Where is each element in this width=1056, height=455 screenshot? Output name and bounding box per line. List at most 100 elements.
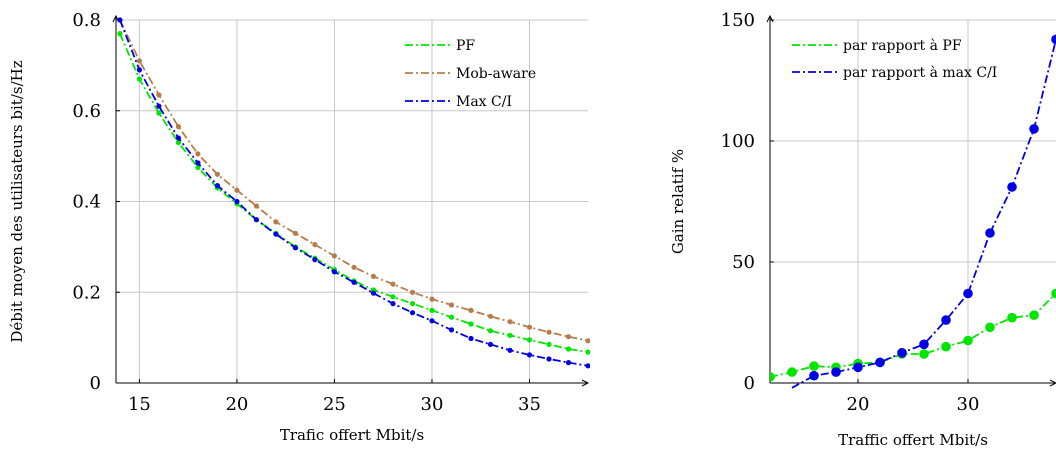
data-point xyxy=(487,313,494,319)
x-tick-label: 35 xyxy=(518,394,541,415)
data-point xyxy=(941,315,951,325)
legend-label: Max C/I xyxy=(456,94,512,110)
data-point xyxy=(195,151,201,157)
y-tick-label: 0 xyxy=(90,373,101,394)
data-point xyxy=(565,360,572,366)
data-point xyxy=(487,328,494,334)
data-point xyxy=(1029,124,1039,134)
data-point xyxy=(507,347,513,353)
data-point xyxy=(273,231,279,237)
data-point xyxy=(175,139,181,146)
data-point xyxy=(468,335,474,342)
data-point xyxy=(429,307,435,313)
data-point xyxy=(809,361,819,371)
data-point xyxy=(253,217,259,223)
data-point xyxy=(468,321,474,327)
data-point xyxy=(136,58,142,64)
x-tick-label: 30 xyxy=(957,394,980,415)
x-tick-label: 25 xyxy=(323,394,346,415)
y-tick-label: 0 xyxy=(744,373,755,394)
data-point xyxy=(312,257,318,263)
legend: par rapport à PF par rapport à max C/I xyxy=(792,37,997,81)
data-point xyxy=(351,279,357,285)
x-tick-label: 20 xyxy=(225,394,248,415)
data-point xyxy=(312,242,318,248)
y-tick-label: 100 xyxy=(721,131,755,152)
data-point xyxy=(507,332,513,338)
data-point xyxy=(546,329,552,335)
data-point xyxy=(546,356,552,362)
y-tick-label: 0.2 xyxy=(72,282,101,303)
chart-right: 20 30 0 50 100 150 Traffic offert Mbit/s Gain r… xyxy=(669,10,1056,449)
data-point xyxy=(331,253,337,259)
y-tick-label: 150 xyxy=(721,10,755,31)
series-group xyxy=(117,17,590,369)
data-point xyxy=(941,341,951,352)
y-tick-label: 0.6 xyxy=(72,101,101,122)
data-point xyxy=(787,367,797,377)
data-point xyxy=(1007,312,1017,323)
data-point xyxy=(429,296,435,302)
x-tick-label: 15 xyxy=(128,394,151,415)
data-point xyxy=(175,124,181,130)
data-point xyxy=(156,110,162,116)
data-point xyxy=(526,352,533,358)
data-point xyxy=(117,30,123,37)
x-axis-label: Trafic offert Mbit/s xyxy=(280,426,424,444)
data-point xyxy=(585,338,590,344)
data-point xyxy=(507,319,513,325)
data-point xyxy=(292,230,298,236)
data-point xyxy=(156,103,162,109)
data-point xyxy=(963,288,973,299)
data-point xyxy=(448,302,455,308)
data-point xyxy=(136,76,142,82)
data-point xyxy=(292,245,298,251)
data-point xyxy=(853,362,863,373)
data-point xyxy=(770,372,775,382)
series-group xyxy=(770,34,1056,389)
data-point xyxy=(390,294,396,300)
data-point xyxy=(195,164,201,171)
y-tick-label: 0.4 xyxy=(72,192,101,213)
x-axis-arrow xyxy=(581,379,590,387)
data-point xyxy=(809,370,819,381)
data-point xyxy=(1029,310,1039,321)
data-point xyxy=(390,301,396,307)
data-point xyxy=(253,203,259,209)
data-point xyxy=(351,264,357,270)
data-point xyxy=(175,135,181,141)
data-point xyxy=(1007,182,1017,192)
data-point xyxy=(585,349,590,355)
data-point xyxy=(409,289,416,295)
data-point xyxy=(565,346,572,352)
data-point xyxy=(214,171,220,177)
data-point xyxy=(585,363,590,369)
data-point xyxy=(546,341,552,347)
data-point xyxy=(136,67,142,73)
data-point xyxy=(526,337,533,343)
x-axis-arrow xyxy=(1049,379,1056,387)
data-point xyxy=(875,357,885,368)
y-tick-label: 0.8 xyxy=(72,10,101,31)
data-point xyxy=(831,367,841,377)
data-point xyxy=(468,307,474,313)
data-point xyxy=(897,348,907,358)
chart-left: 15 20 25 30 35 0 0.2 0.4 0.6 0.8 Trafic offert Mbi… xyxy=(8,10,590,444)
data-point xyxy=(985,228,995,238)
data-point xyxy=(1051,34,1056,45)
data-point xyxy=(919,349,929,359)
data-point xyxy=(214,183,220,189)
x-tick-label: 30 xyxy=(421,394,444,415)
data-point xyxy=(919,339,929,350)
data-point xyxy=(985,322,995,333)
y-axis-label: Gain relatif % xyxy=(669,149,687,254)
data-point xyxy=(409,310,416,316)
data-point xyxy=(448,314,455,320)
legend-label: PF xyxy=(456,38,475,54)
data-point xyxy=(565,334,572,340)
data-point xyxy=(234,187,240,193)
legend-label: Mob-aware xyxy=(456,66,536,82)
data-point xyxy=(409,301,416,307)
data-point xyxy=(234,198,240,205)
data-point xyxy=(370,290,377,296)
